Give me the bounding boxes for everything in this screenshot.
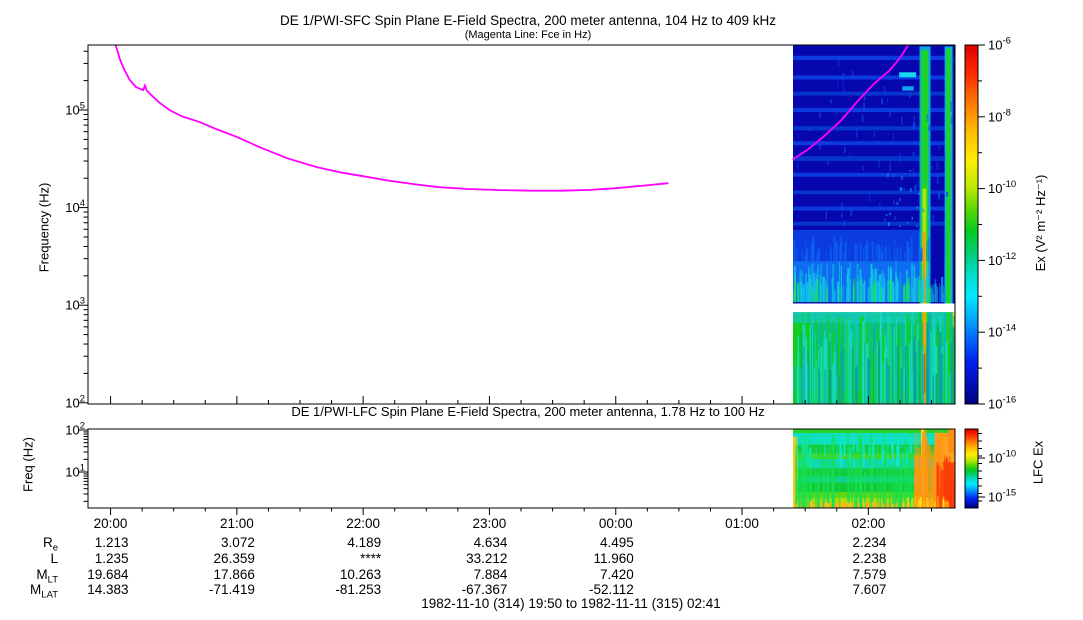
x-tick-label: 02:00 xyxy=(851,516,886,531)
ephemeris-row-label: MLT xyxy=(36,567,58,586)
ephemeris-value: 7.420 xyxy=(599,567,634,582)
sfc-y-axis-label: Frequency (Hz) xyxy=(36,182,52,273)
x-tick-label: 22:00 xyxy=(346,516,381,531)
sfc-colorbar-tick-label: 10-10 xyxy=(988,179,1016,196)
x-tick-label: 23:00 xyxy=(472,516,507,531)
ephemeris-value: 7.607 xyxy=(852,582,887,597)
fce-line xyxy=(114,45,910,192)
ephemeris-row-label: MLAT xyxy=(30,582,58,601)
sfc-ytick-label: 105 xyxy=(65,101,85,118)
tick-labels: 105 104 103 102 102 101 10-6 10-8 10-10 10-12 10-1… xyxy=(65,36,1016,505)
lfc-colorbar-tick-label: 10-10 xyxy=(988,449,1016,466)
ephemeris-value: 26.359 xyxy=(213,551,255,566)
sfc-colorbar-tick-label: 10-16 xyxy=(988,395,1016,412)
ephemeris-value: 19.684 xyxy=(87,567,129,582)
sfc-ytick-label: 103 xyxy=(65,296,85,313)
ephemeris-value: 4.189 xyxy=(347,535,382,550)
lfc-title: DE 1/PWI-LFC Spin Plane E-Field Spectra,… xyxy=(291,404,765,419)
ephemeris-value: 10.263 xyxy=(339,567,382,582)
ephemeris-value: -52.112 xyxy=(588,582,634,597)
ephemeris-value: 14.383 xyxy=(87,582,129,597)
sfc-colorbar-tick-label: 10-12 xyxy=(988,251,1016,268)
sfc-colorbar-unit-label: Ex (V² m⁻² Hz⁻¹) xyxy=(1033,174,1048,272)
ephemeris-value: 33.212 xyxy=(466,551,508,566)
ephemeris-value: 1.213 xyxy=(94,535,129,550)
ephemeris-value: 17.866 xyxy=(213,567,255,582)
sfc-colorbar-tick-label: 10-8 xyxy=(988,107,1011,124)
lfc-colorbar-unit-label: LFC Ex xyxy=(1030,440,1046,485)
lfc-colorbar-tick-label: 10-15 xyxy=(988,488,1016,505)
ephemeris-value: 3.072 xyxy=(221,535,255,550)
ephemeris-value: 4.495 xyxy=(599,535,634,550)
sfc-colorbar-tick-label: 10-14 xyxy=(988,323,1016,340)
lfc-spectrogram xyxy=(793,429,955,508)
x-tick-label: 00:00 xyxy=(598,516,633,531)
x-tick-label: 01:00 xyxy=(725,516,759,531)
panel-frames xyxy=(87,44,979,509)
ephemeris-value: 1.235 xyxy=(94,551,129,566)
lfc-ytick-label: 102 xyxy=(65,421,85,438)
sfc-ytick-label: 102 xyxy=(65,393,85,410)
ephemeris-value: 2.238 xyxy=(852,551,887,566)
sfc-ytick-label: 104 xyxy=(65,198,85,215)
ephemeris-value: 2.234 xyxy=(852,535,887,550)
lfc-ytick-label: 101 xyxy=(65,463,85,480)
ephemeris-row-label: L xyxy=(50,551,58,566)
ephemeris-value: 4.634 xyxy=(473,535,508,550)
ephemeris-value: 7.884 xyxy=(473,567,508,582)
ephemeris-value: 11.960 xyxy=(593,551,634,566)
ephemeris-value: -71.419 xyxy=(209,582,255,597)
ephemeris-value: -81.253 xyxy=(335,582,382,597)
time-range-caption: 1982-11-10 (314) 19:50 to 1982-11-11 (31… xyxy=(421,596,721,611)
x-tick-label: 20:00 xyxy=(93,516,128,531)
lfc-y-axis-label: Freq (Hz) xyxy=(20,437,36,492)
ephemeris-value: **** xyxy=(360,551,382,566)
sfc-spectrogram xyxy=(793,45,955,404)
axis-ticks xyxy=(79,44,985,515)
ephemeris-value: -67.367 xyxy=(461,582,508,597)
sfc-colorbar-tick-label: 10-6 xyxy=(988,36,1011,53)
sfc-title: DE 1/PWI-SFC Spin Plane E-Field Spectra,… xyxy=(280,13,776,28)
sfc-subtitle: (Magenta Line: Fce in Hz) xyxy=(464,29,592,41)
x-tick-label: 21:00 xyxy=(219,516,254,531)
ephemeris-row-label: Re xyxy=(42,535,58,554)
ephemeris-value: 7.579 xyxy=(852,567,887,582)
